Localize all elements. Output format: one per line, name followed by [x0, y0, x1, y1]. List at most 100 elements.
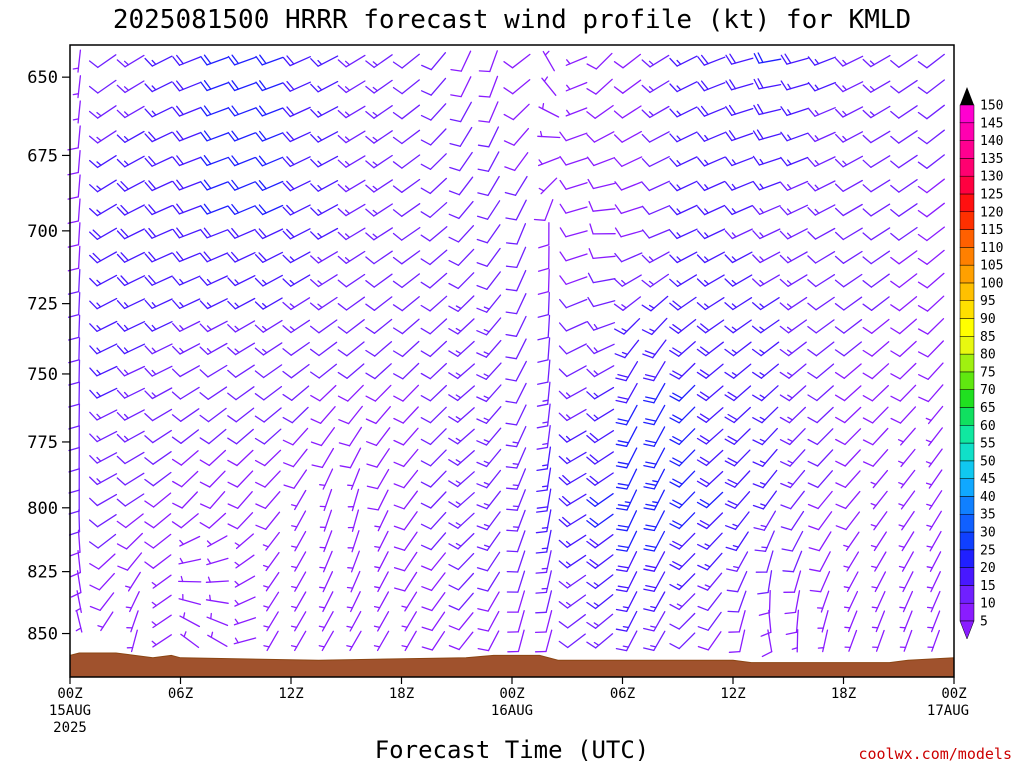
colorbar-label: 15	[980, 579, 996, 594]
wind-barb	[70, 570, 82, 598]
x-tick-label: 00Z	[499, 686, 524, 702]
wind-barb	[862, 227, 891, 241]
wind-barb	[310, 384, 337, 402]
wind-barb	[421, 631, 446, 651]
wind-barb	[724, 251, 753, 264]
wind-barb	[171, 429, 200, 444]
wind-barb	[200, 203, 229, 215]
wind-barb	[506, 530, 526, 553]
wind-barb	[255, 80, 284, 92]
wind-barb	[835, 55, 864, 67]
wind-barb	[862, 406, 889, 424]
wind-barb	[282, 341, 310, 356]
wind-barb	[310, 274, 338, 288]
wind-barb	[758, 589, 771, 616]
wind-barb	[558, 614, 586, 629]
wind-barb	[843, 551, 860, 572]
wind-barb	[725, 511, 750, 531]
wind-barb	[643, 426, 666, 447]
wind-barb	[448, 512, 475, 529]
wind-barb	[538, 222, 550, 249]
wind-barb	[206, 557, 229, 566]
wind-barb	[503, 103, 530, 121]
wind-barb	[89, 387, 118, 399]
colorbar-swatch	[959, 229, 975, 248]
wind-barb	[392, 129, 421, 145]
wind-barb	[834, 179, 863, 192]
wind-barb	[643, 571, 666, 592]
wind-barb	[144, 387, 173, 400]
wind-barb	[393, 427, 419, 446]
wind-barb	[669, 532, 696, 550]
wind-barb	[392, 79, 420, 95]
wind-barb	[754, 530, 775, 552]
wind-barb	[116, 54, 145, 68]
wind-barb	[862, 384, 889, 402]
wind-barb	[898, 469, 916, 489]
x-tick-label: 18Z	[389, 686, 414, 702]
wind-barb	[227, 130, 256, 142]
wind-barb	[586, 430, 615, 444]
wind-barb	[917, 104, 945, 120]
wind-barb	[291, 571, 307, 592]
wind-barb	[199, 491, 226, 509]
y-tick-label: 850	[27, 625, 58, 645]
wind-barb	[477, 151, 500, 172]
wind-barb	[88, 79, 117, 94]
wind-barb	[926, 490, 943, 510]
wind-barb	[282, 385, 310, 401]
x-tick-label: 17AUG	[927, 703, 969, 719]
wind-barb	[696, 491, 724, 509]
wind-barb	[89, 203, 117, 217]
wind-barb	[126, 629, 138, 653]
colorbar-label: 50	[980, 454, 996, 469]
wind-barb	[779, 296, 808, 311]
wind-barb	[319, 509, 333, 532]
wind-barb	[420, 449, 447, 467]
colorbar-swatch	[959, 531, 975, 551]
wind-barb	[448, 225, 475, 243]
wind-barb	[116, 204, 145, 216]
x-tick-label: 18Z	[831, 686, 856, 702]
wind-barb	[476, 224, 501, 244]
wind-barb	[179, 612, 201, 628]
wind-barb	[925, 427, 943, 446]
wind-barb	[448, 340, 475, 357]
wind-barb	[558, 430, 587, 443]
wind-barb	[263, 571, 280, 592]
wind-barb	[870, 469, 889, 489]
wind-barb	[476, 531, 501, 551]
wind-barb	[178, 593, 201, 606]
wind-barb	[558, 534, 587, 548]
wind-barb	[310, 180, 339, 192]
wind-barb	[558, 633, 586, 649]
wind-barb	[807, 449, 834, 467]
colorbar-swatch	[959, 371, 975, 390]
wind-barb	[505, 246, 527, 269]
wind-barb	[862, 341, 890, 357]
wind-barb	[374, 551, 389, 572]
wind-barb	[282, 106, 311, 118]
wind-barb	[151, 574, 172, 589]
wind-barb	[697, 611, 722, 631]
wind-barb	[537, 130, 561, 139]
wind-barb	[536, 403, 551, 429]
wind-barb	[448, 450, 475, 466]
wind-barb	[126, 610, 139, 633]
wind-barb	[365, 296, 393, 311]
wind-barb	[233, 637, 257, 645]
wind-barb	[781, 530, 804, 552]
wind-barb	[537, 337, 551, 363]
wind-barb	[171, 365, 200, 378]
wind-barb	[506, 509, 526, 532]
wind-barb	[697, 132, 726, 142]
wind-barb	[365, 79, 393, 94]
wind-barb	[116, 430, 145, 443]
wind-barb	[421, 592, 446, 612]
wind-barb	[172, 251, 201, 263]
wind-barb	[290, 489, 307, 511]
wind-barb	[926, 530, 942, 552]
wind-barb	[448, 572, 475, 591]
wind-barb	[614, 204, 643, 215]
wind-barb	[641, 295, 669, 312]
